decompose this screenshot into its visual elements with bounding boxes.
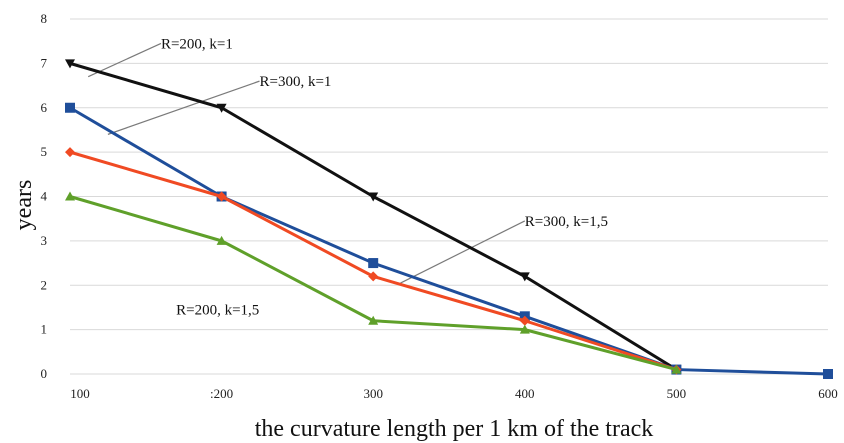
annotations: R=200, k=1 R=300, k=1 R=300, k=1,5 R=200, k… (161, 36, 608, 318)
data-point (519, 324, 530, 334)
data-point (368, 271, 379, 282)
x-tick-label: 300 (363, 386, 383, 401)
y-tick-labels: 0 1 2 3 4 5 6 7 8 (41, 11, 48, 381)
data-point (216, 103, 227, 113)
data-point (65, 102, 75, 113)
x-tick-label: 600 (818, 386, 838, 401)
annotation-label: R=300, k=1 (260, 74, 332, 90)
x-axis-title: the curvature length per 1 km of the tra… (255, 416, 654, 442)
data-point (65, 147, 75, 158)
series-4 (65, 191, 682, 374)
x-tick-label: 400 (515, 386, 535, 401)
annotation-leader (107, 80, 260, 135)
y-tick-label: 3 (41, 233, 48, 248)
series-line (69, 106, 829, 376)
y-tick-label: 8 (41, 11, 48, 26)
y-tick-label: 4 (41, 189, 48, 204)
data-point (216, 235, 227, 245)
annotation-label: R=200, k=1 (161, 36, 233, 52)
y-tick-label: 5 (41, 144, 48, 159)
y-tick-label: 7 (41, 55, 48, 70)
annotation-label: R=300, k=1,5 (525, 214, 608, 230)
data-point (368, 258, 379, 269)
x-tick-labels: 100 :200 300 400 500 600 (70, 386, 838, 401)
y-axis-title: years (11, 180, 37, 231)
x-tick-label: :200 (210, 386, 233, 401)
data-point (65, 191, 75, 201)
data-point (368, 192, 379, 202)
data-point (368, 315, 379, 325)
annotation-label: R=200, k=1,5 (176, 303, 259, 319)
series-lines (65, 59, 833, 379)
y-tick-label: 2 (41, 277, 48, 292)
x-tick-label: 500 (667, 386, 687, 401)
data-point (65, 59, 75, 69)
y-tick-label: 0 (41, 366, 48, 381)
data-point (216, 191, 227, 202)
y-tick-label: 1 (41, 322, 48, 337)
data-point (823, 369, 833, 379)
gridlines (70, 18, 828, 375)
y-tick-label: 6 (41, 100, 48, 115)
data-point (671, 364, 682, 374)
annotation-leader (400, 220, 526, 284)
data-point (519, 315, 530, 326)
data-point (519, 272, 530, 282)
x-tick-label: 100 (70, 386, 90, 401)
